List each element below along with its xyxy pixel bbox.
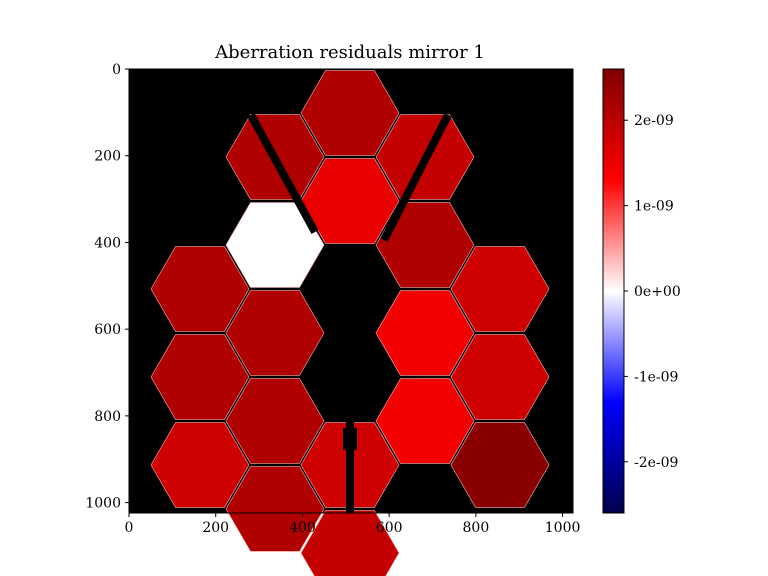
mirror-segment-18 xyxy=(300,510,400,576)
central-obscuration xyxy=(300,245,400,333)
x-tick-label: 600 xyxy=(376,520,403,536)
y-axis: 0 200 400 600 800 1000 xyxy=(85,62,129,512)
x-tick-label: 800 xyxy=(463,520,490,536)
mirror-segment-17 xyxy=(225,466,325,552)
mirror-segment-10 xyxy=(375,290,475,376)
x-tick-label: 1000 xyxy=(545,520,581,536)
colorbar-ticks: 2e-09 1e-09 0e+00 -1e-09 -2e-09 xyxy=(624,113,681,471)
mirror-segment-15 xyxy=(375,378,475,464)
strut-left xyxy=(247,113,319,234)
spider-struts xyxy=(247,113,452,513)
mirror-segment-9 xyxy=(225,290,325,376)
mirror-segment-6 xyxy=(375,202,475,288)
y-tick-label: 400 xyxy=(94,235,121,251)
plot-frame xyxy=(128,68,574,514)
mirror-segment-8 xyxy=(150,334,250,420)
y-tick-label: 600 xyxy=(94,322,121,338)
x-tick-label: 400 xyxy=(289,520,316,536)
y-tick-label: 1000 xyxy=(85,496,121,512)
colorbar-tick-label: -2e-09 xyxy=(634,455,678,471)
y-tick-label: 800 xyxy=(94,409,121,425)
strut-bottom xyxy=(346,333,354,513)
x-tick-label: 0 xyxy=(125,520,134,536)
colorbar-tick-label: 0e+00 xyxy=(634,284,681,300)
mirror-segment-13 xyxy=(225,378,325,464)
mirror-segment-7 xyxy=(450,246,550,332)
y-tick-label: 0 xyxy=(112,62,121,78)
mirror-segment-11 xyxy=(450,334,550,420)
colorbar xyxy=(602,68,625,514)
x-axis: 0 200 400 600 800 1000 xyxy=(125,513,581,536)
mirror-segment-16 xyxy=(450,422,550,508)
colorbar-tick-label: -1e-09 xyxy=(634,369,678,385)
mirror-segment-12 xyxy=(150,422,250,508)
strut-right xyxy=(380,113,452,242)
strut-bottom-knob xyxy=(343,428,357,450)
colorbar-tick-label: 1e-09 xyxy=(634,199,674,215)
mirror-segment-0 xyxy=(300,70,400,156)
colorbar-tick-label: 2e-09 xyxy=(634,113,674,129)
chart-title: Aberration residuals mirror 1 xyxy=(214,42,485,63)
mirror-segment-5 xyxy=(150,246,250,332)
y-tick-label: 200 xyxy=(94,149,121,165)
x-tick-label: 200 xyxy=(202,520,229,536)
